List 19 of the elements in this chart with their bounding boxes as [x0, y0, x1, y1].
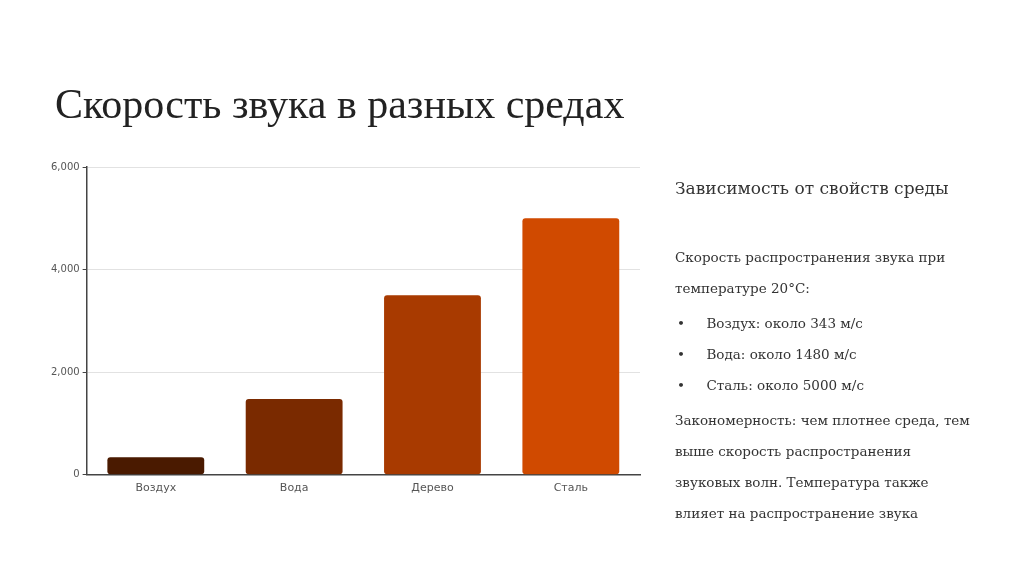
x-tick-label: Воздух [135, 481, 177, 495]
x-tick-label: Дерево [411, 481, 454, 495]
bar [384, 295, 481, 475]
text: • Вода: около 1480 м/с [677, 345, 858, 364]
bar [522, 218, 620, 475]
x-tick-label: Сталь [553, 481, 588, 495]
text: Закономерность: чем плотнее среда, тем выше скорость распространения звуковых волн. Температура также влияет на распространение звука [675, 411, 971, 523]
chart-title: Скорость звука в разных средах [55, 80, 625, 128]
y-tick-label: 0 [73, 468, 80, 480]
y-tick-label: 4,000 [50, 263, 80, 275]
text: Зависимость от свойств среды [675, 178, 950, 198]
text: • Воздух: около 343 м/с [677, 314, 864, 333]
text: • Сталь: около 5000 м/с [677, 376, 865, 395]
y-tick-label: 6,000 [50, 160, 80, 172]
y-tick-label: 2,000 [50, 365, 80, 377]
bar [107, 457, 205, 475]
bar [245, 398, 343, 475]
text: Скорость распространения звука при температуре 20°C: [675, 248, 947, 298]
x-tick-label: Вода [279, 481, 309, 495]
